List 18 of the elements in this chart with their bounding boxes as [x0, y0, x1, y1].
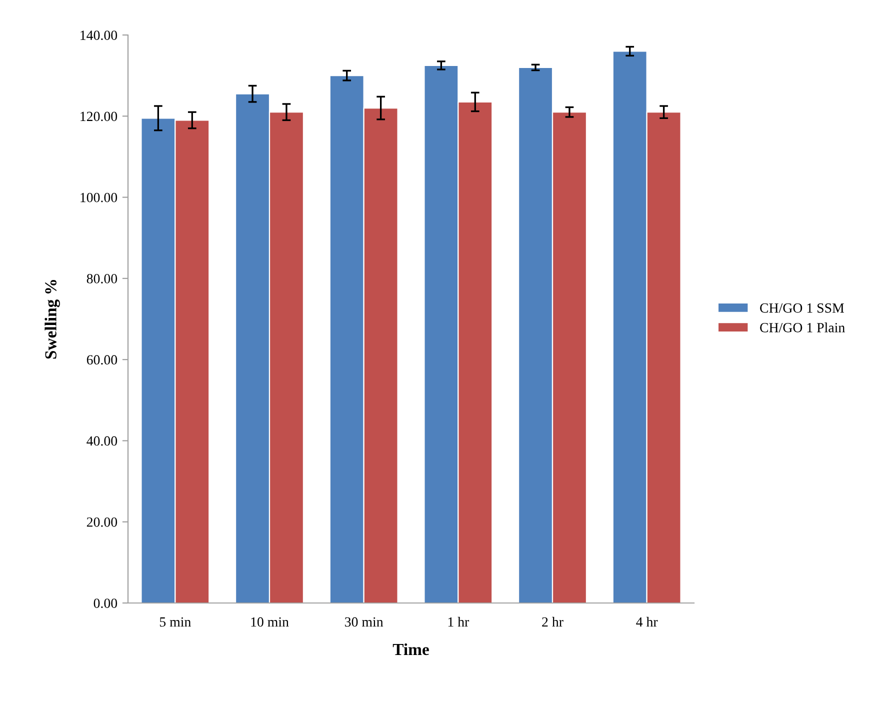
y-tick-label: 60.00 — [86, 355, 118, 365]
y-tick-label: 0.00 — [94, 598, 118, 608]
x-tick-label: 1 hr — [448, 616, 470, 627]
y-tick-label: 20.00 — [86, 517, 118, 527]
y-tick-label: 120.00 — [80, 112, 118, 122]
legend-label: CH/GO 1 SSM — [760, 303, 844, 313]
y-tick-label: 80.00 — [86, 274, 118, 284]
y-tick-label: 140.00 — [80, 30, 118, 40]
x-tick-label: 5 min — [160, 617, 191, 627]
legend-label: CH/GO 1 Plain — [760, 322, 845, 332]
x-axis-title: Time — [392, 643, 429, 656]
y-axis-title: Swelling % — [44, 280, 60, 359]
y-tick-label: 100.00 — [80, 192, 118, 202]
x-tick-label: 4 hr — [636, 616, 658, 627]
x-tick-label: 30 min — [345, 617, 384, 627]
x-tick-label: 2 hr — [542, 616, 564, 627]
y-tick-label: 40.00 — [86, 436, 118, 446]
x-tick-label: 10 min — [251, 617, 289, 627]
